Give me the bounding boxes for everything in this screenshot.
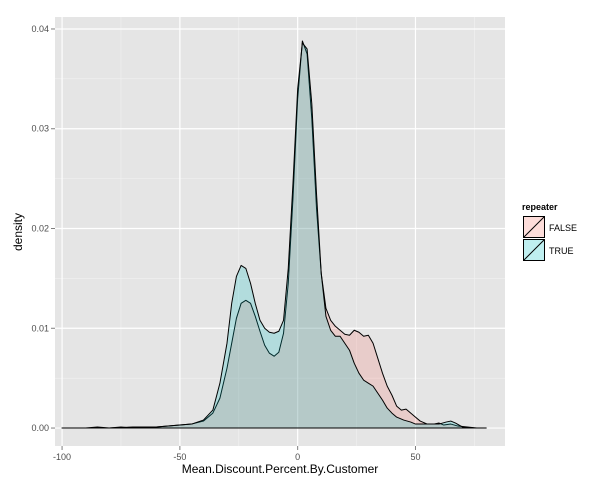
- y-axis-ticks: 0.00 0.01 0.02 0.03 0.04: [31, 24, 55, 433]
- legend-title: repeater: [522, 202, 558, 212]
- density-area-false: [61, 40, 487, 429]
- y-tick-label: 0.00: [31, 423, 49, 433]
- plot-background: [55, 17, 505, 446]
- x-axis-ticks: -100 -50 0 50: [53, 446, 420, 462]
- y-tick-label: 0.01: [31, 323, 49, 333]
- x-tick-label: 50: [410, 452, 420, 462]
- minor-gridlines: [55, 17, 505, 446]
- y-tick-label: 0.04: [31, 24, 49, 34]
- x-tick-label: -50: [173, 452, 186, 462]
- y-axis-title: density: [11, 213, 25, 251]
- y-tick-label: 0.02: [31, 224, 49, 234]
- density-series: [61, 40, 487, 429]
- legend-keys: [523, 216, 545, 261]
- x-axis-title: Mean.Discount.Percent.By.Customer: [182, 462, 379, 476]
- legend-label-true: TRUE: [549, 246, 574, 256]
- legend-key-slash: [523, 239, 545, 261]
- x-tick-label: 0: [295, 452, 300, 462]
- density-area-true: [61, 42, 487, 429]
- legend: repeater FALSE TRUE: [522, 202, 577, 261]
- legend-key-slash: [523, 216, 545, 238]
- y-tick-label: 0.03: [31, 124, 49, 134]
- legend-label-false: FALSE: [549, 223, 577, 233]
- x-tick-label: -100: [53, 452, 71, 462]
